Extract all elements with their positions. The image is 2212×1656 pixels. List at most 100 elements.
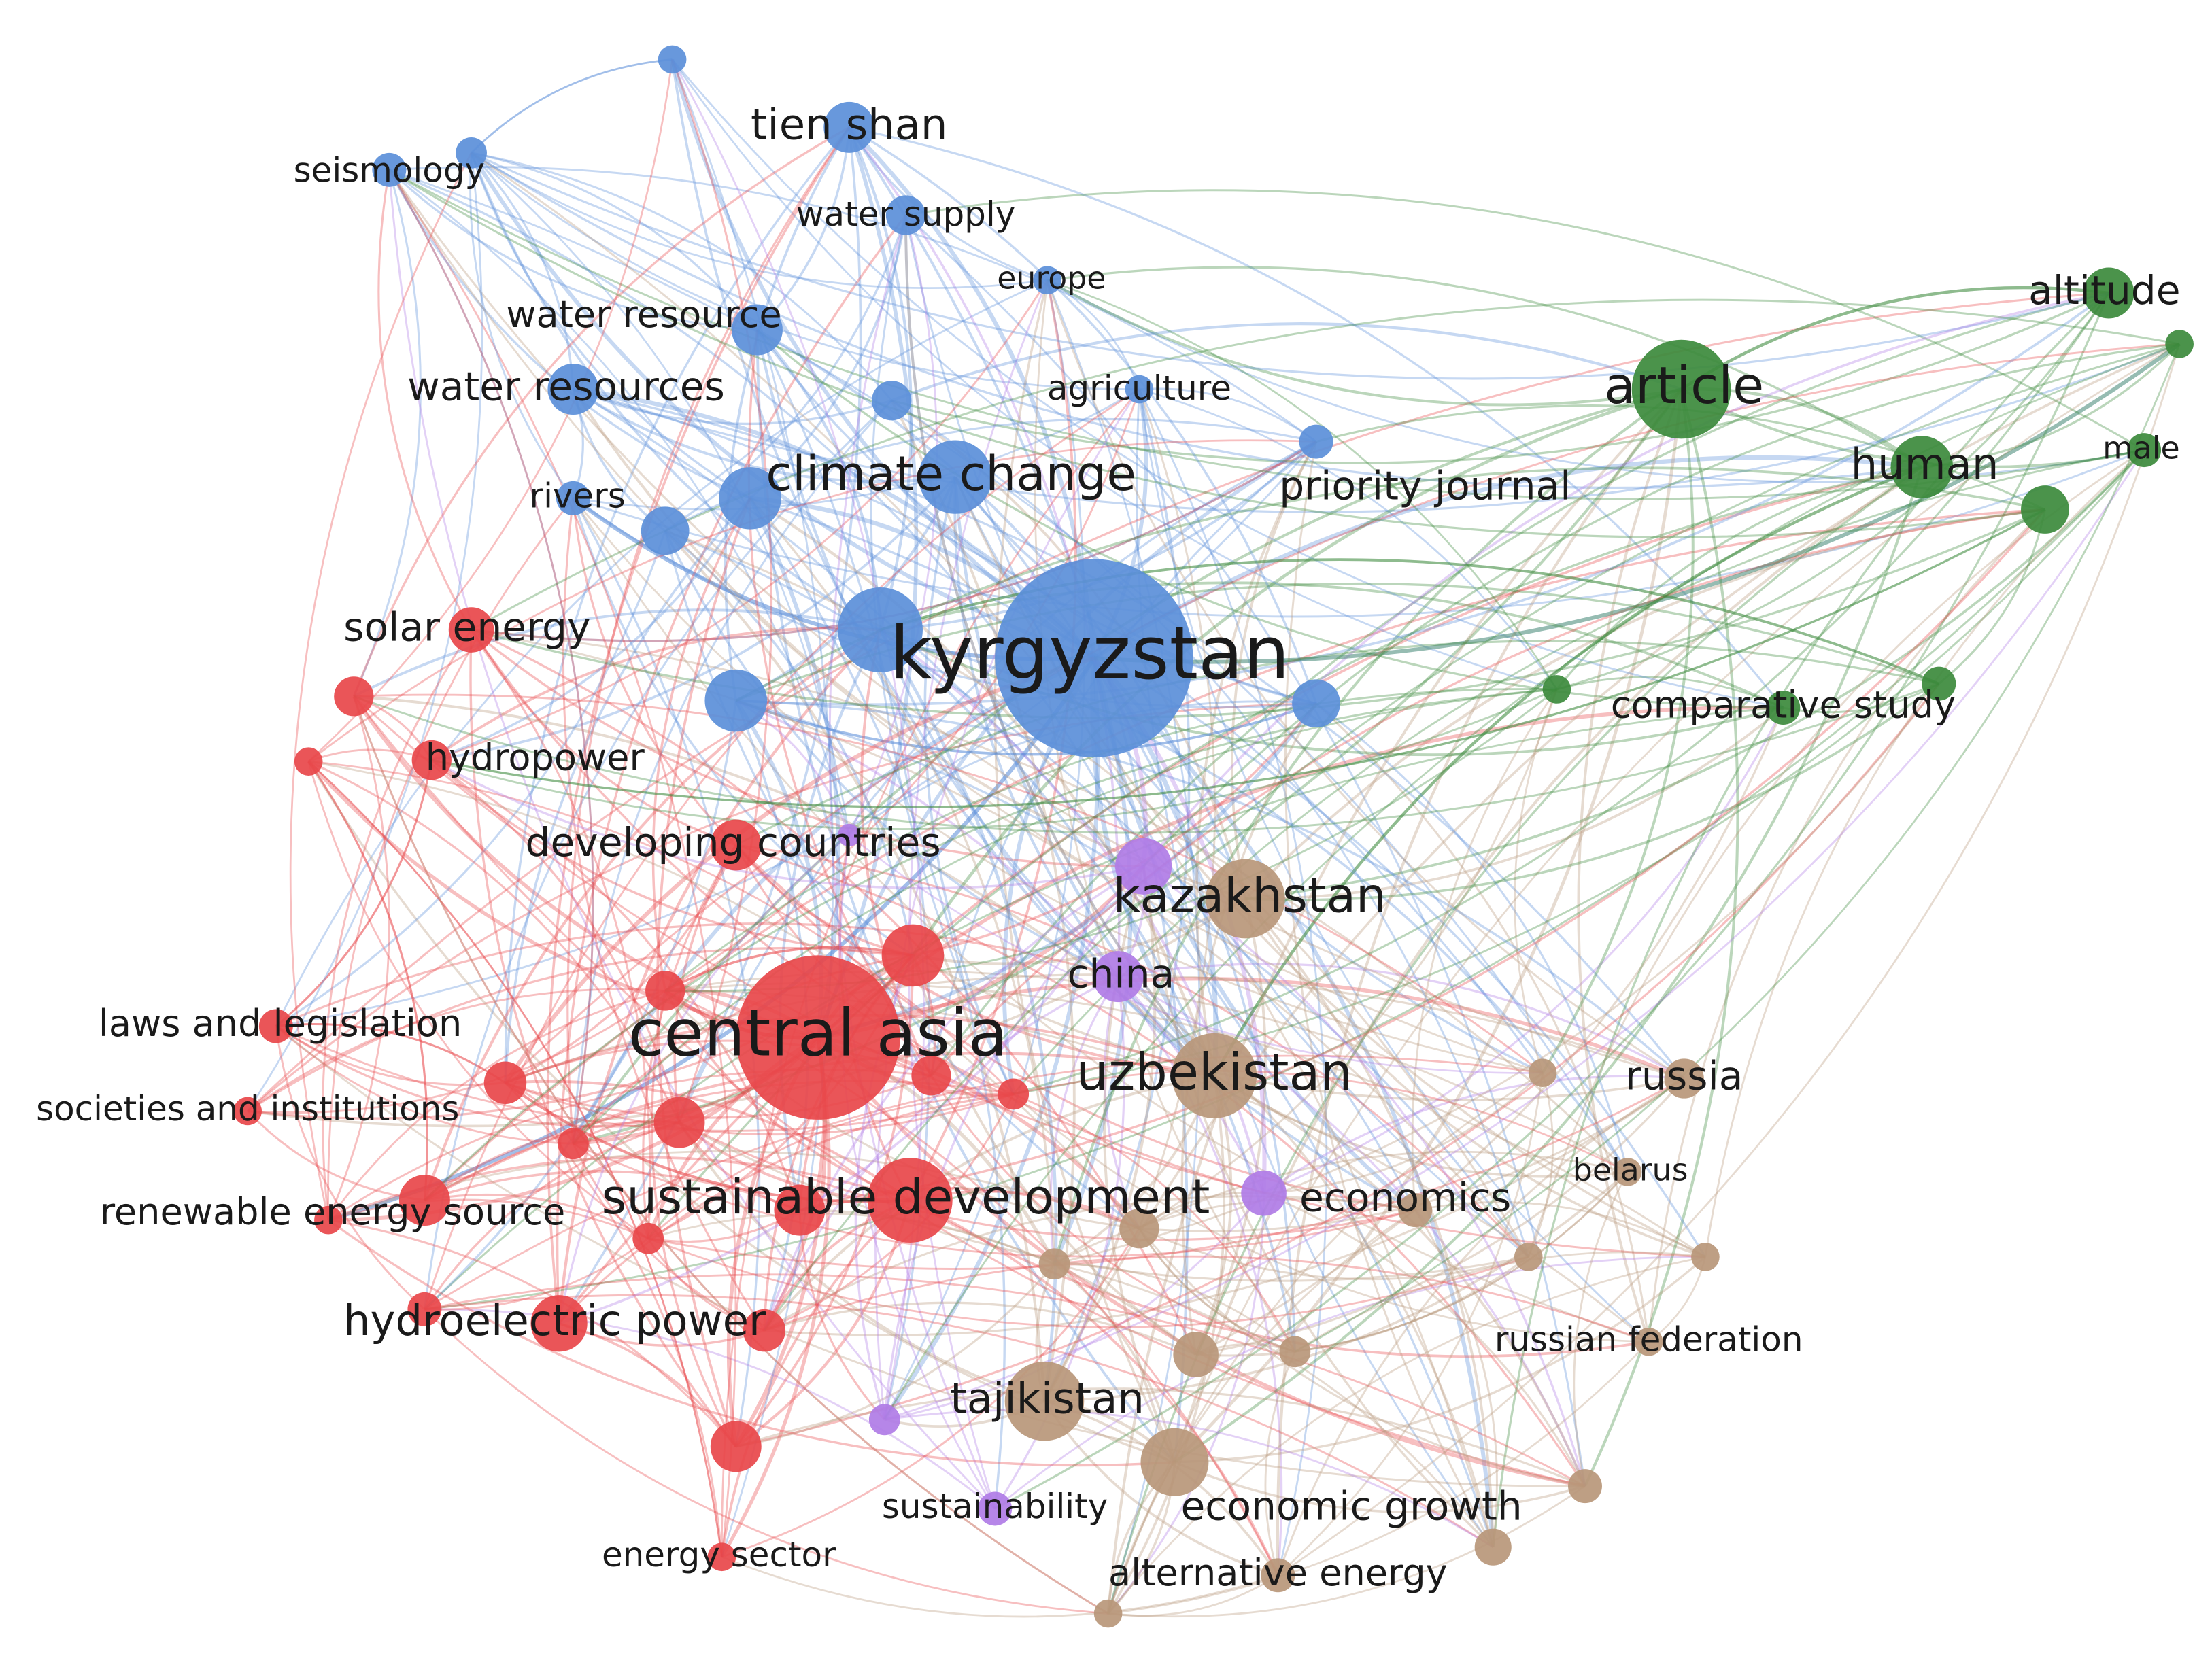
edge bbox=[470, 629, 736, 846]
node-label: renewable energy source bbox=[100, 1190, 566, 1233]
edge bbox=[735, 1263, 1055, 1448]
edge bbox=[388, 169, 751, 500]
edge bbox=[1093, 342, 2181, 664]
edge bbox=[1138, 1150, 1628, 1230]
node bbox=[881, 924, 945, 987]
node bbox=[1766, 691, 1801, 725]
edge bbox=[424, 449, 2145, 1311]
edge bbox=[799, 508, 2046, 1211]
edge bbox=[388, 169, 851, 835]
node bbox=[483, 1061, 527, 1104]
edge bbox=[573, 449, 2145, 618]
edge bbox=[471, 58, 673, 154]
edge bbox=[388, 169, 1685, 1080]
edge bbox=[647, 1077, 1685, 1271]
edge bbox=[471, 152, 893, 402]
edge bbox=[572, 498, 914, 956]
edge bbox=[1174, 1256, 1707, 1464]
edge bbox=[558, 1092, 1014, 1324]
edge bbox=[470, 629, 1144, 867]
edge bbox=[1284, 441, 1495, 1548]
edge bbox=[307, 59, 673, 763]
edge bbox=[354, 693, 1544, 1074]
edge bbox=[388, 169, 737, 1557]
edge bbox=[736, 844, 1529, 1258]
edge bbox=[1938, 509, 2046, 685]
edge bbox=[247, 152, 483, 1112]
edge bbox=[1231, 441, 1318, 899]
edge bbox=[470, 152, 751, 500]
edge bbox=[1276, 1077, 1685, 1576]
edge bbox=[883, 865, 1144, 1420]
edge bbox=[388, 169, 758, 331]
node-label: laws and legislation bbox=[99, 1002, 462, 1045]
edge bbox=[670, 58, 1095, 660]
node-label: kazakhstan bbox=[1113, 867, 1386, 924]
edge bbox=[469, 152, 575, 499]
node bbox=[2165, 330, 2194, 358]
edge bbox=[883, 657, 1100, 1421]
edge bbox=[721, 388, 1140, 1557]
edge bbox=[735, 699, 1317, 756]
edge bbox=[1680, 286, 2109, 391]
edge bbox=[423, 628, 881, 1201]
node bbox=[556, 481, 590, 515]
edge bbox=[1043, 389, 1191, 1402]
edge bbox=[1213, 1074, 1628, 1178]
edge bbox=[1138, 1227, 1529, 1281]
edge bbox=[673, 844, 737, 1123]
edge bbox=[849, 126, 1784, 709]
edge bbox=[799, 1209, 1197, 1356]
edge bbox=[430, 759, 681, 1123]
edge bbox=[1108, 1485, 1586, 1618]
edge bbox=[470, 629, 651, 1239]
edge bbox=[469, 152, 1095, 660]
edge bbox=[1139, 388, 1558, 690]
edge bbox=[275, 279, 1048, 1027]
edge bbox=[1054, 1262, 1296, 1353]
edge bbox=[1195, 1077, 1685, 1356]
node bbox=[838, 823, 861, 847]
node bbox=[911, 1056, 951, 1096]
node bbox=[823, 101, 875, 153]
edge bbox=[816, 1036, 1586, 1488]
node bbox=[641, 506, 690, 555]
edge bbox=[424, 1121, 680, 1310]
edge bbox=[1783, 683, 1940, 714]
edge bbox=[571, 656, 1095, 1145]
edge bbox=[353, 683, 1939, 834]
edge bbox=[471, 629, 1629, 1173]
edge bbox=[891, 400, 1530, 1258]
edge bbox=[763, 865, 1144, 1331]
node bbox=[710, 819, 762, 871]
edge bbox=[1195, 1256, 1529, 1357]
edge bbox=[275, 759, 433, 1027]
node bbox=[1474, 1528, 1512, 1566]
edge bbox=[431, 497, 751, 761]
node-label: uzbekistan bbox=[1076, 1042, 1352, 1102]
edge bbox=[721, 1228, 1140, 1558]
edge bbox=[572, 498, 737, 846]
edge bbox=[1044, 1171, 1629, 1403]
edge bbox=[778, 629, 882, 1211]
node bbox=[719, 467, 781, 530]
node bbox=[704, 669, 768, 732]
node bbox=[411, 740, 452, 780]
edge bbox=[1053, 1198, 1416, 1265]
edge bbox=[1173, 466, 1923, 1463]
node-label: hydroelectric power bbox=[343, 1296, 766, 1345]
edge bbox=[1013, 1069, 1629, 1173]
edge bbox=[735, 700, 1530, 1258]
node bbox=[1528, 1058, 1557, 1088]
node bbox=[1299, 424, 1333, 459]
node bbox=[867, 1158, 953, 1243]
edge bbox=[647, 1237, 1529, 1328]
node bbox=[1241, 1170, 1287, 1216]
node bbox=[2083, 267, 2134, 319]
edge bbox=[664, 946, 913, 992]
edge bbox=[1107, 1072, 1544, 1614]
edge bbox=[1142, 865, 1586, 1487]
edge bbox=[954, 476, 1544, 1074]
node-label: societies and institutions bbox=[36, 1089, 459, 1128]
